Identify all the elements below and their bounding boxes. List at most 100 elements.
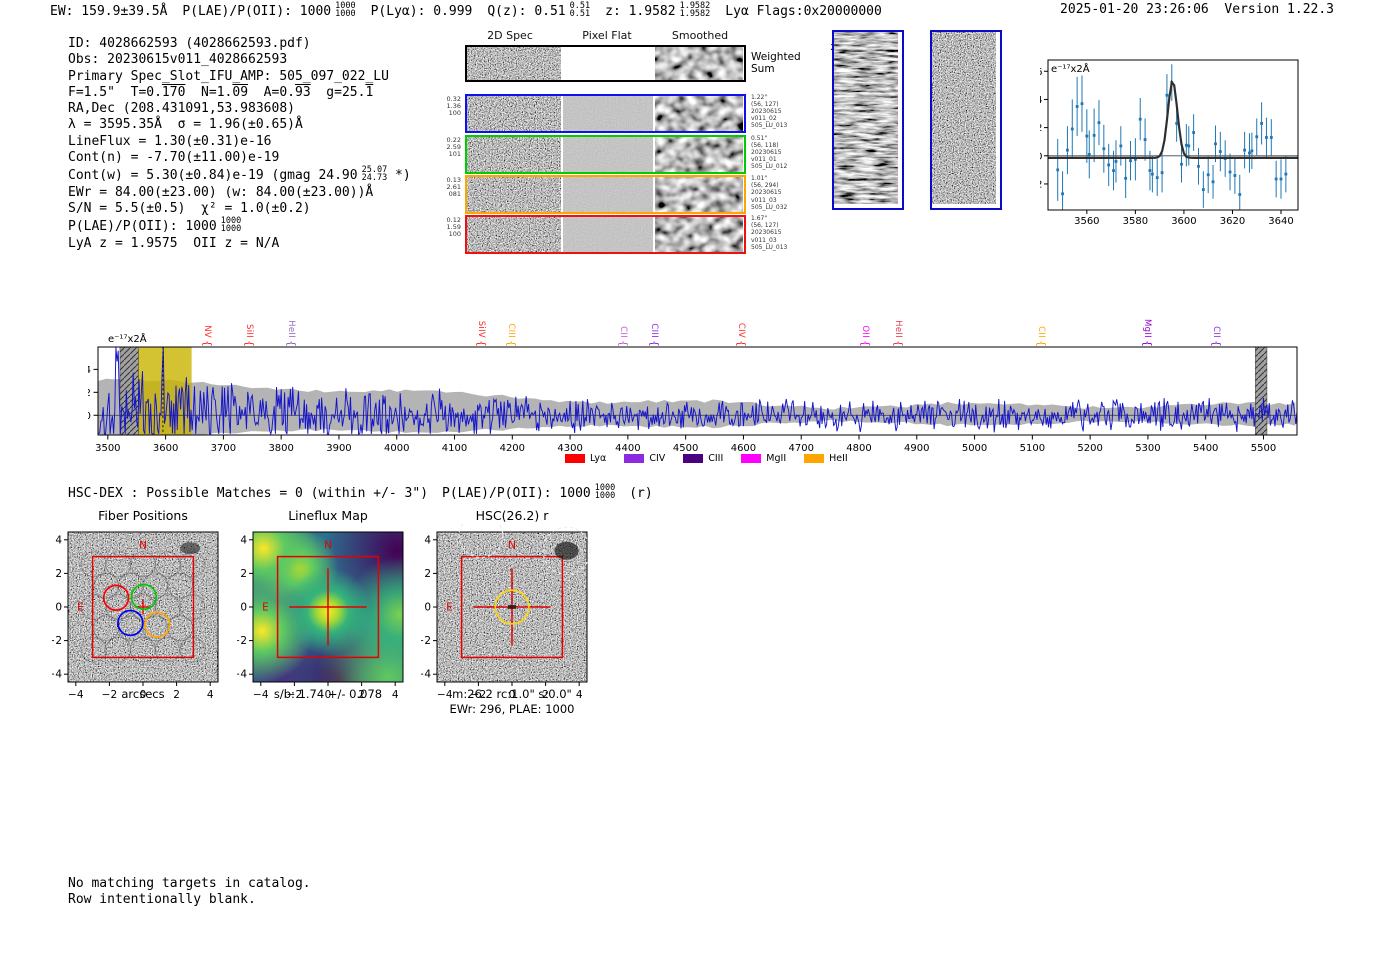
svg-text:−2: −2 — [237, 635, 247, 647]
spectrum-legend: Lyα CIV CIII MgII HeII — [565, 453, 848, 464]
svg-text:5300: 5300 — [1135, 443, 1160, 454]
emission-line-brace: { — [200, 340, 214, 347]
emission-line-label: MgII — [1141, 319, 1152, 338]
svg-text:4500: 4500 — [673, 443, 698, 454]
svg-text:e⁻¹⁷x2Å: e⁻¹⁷x2Å — [1051, 62, 1090, 75]
weighted-sum-label: Weighted Sum — [751, 51, 801, 75]
spec2d-fiber-row: 0.12 1.59 100 1.67" (56, 127) 20230615 v011_03… — [440, 215, 800, 254]
hsc-caption-1: m:26.2 rc:1.0" s:0.0" — [452, 687, 572, 701]
lineflux-map-panel: Lineflux Map s/b: 1.74 +/- 0.078 −4 −2 0 2 4… — [237, 504, 410, 719]
emission-line-label: CIII — [648, 323, 659, 338]
svg-text:0: 0 — [88, 411, 91, 422]
stacked-fraction: 25.07 24.73 — [361, 165, 388, 184]
spec2d-fiber-row: 0.22 2.59 101 0.51" (56, 118) 20230615 v011_01… — [440, 134, 800, 174]
svg-text:0: 0 — [140, 689, 147, 701]
stacked-fraction: 1000 1000 — [220, 216, 242, 235]
emission-line-label: HeII — [285, 320, 296, 338]
svg-text:4200: 4200 — [500, 443, 525, 454]
legend-item: CIII — [683, 453, 723, 464]
svg-text:−4: −4 — [52, 669, 62, 681]
svg-text:3620: 3620 — [1220, 216, 1245, 226]
text-segment: (r) — [629, 486, 653, 501]
svg-text:3900: 3900 — [326, 443, 351, 454]
text-segment: F=1.5" T=0. — [68, 84, 162, 100]
footer-notes: No matching targets in catalog. Row inte… — [68, 876, 311, 907]
text-segment: EWr = 84.00(±23.00) (w: 84.00(±23.00))Å — [68, 184, 374, 200]
svg-text:3580: 3580 — [1123, 216, 1148, 226]
with-sky-image — [832, 30, 904, 210]
emission-line-label: NV — [201, 325, 212, 338]
svg-text:2: 2 — [424, 568, 431, 580]
info-line: LyA z = 1.9575 OII z = N/A — [68, 236, 411, 252]
svg-text:2: 2 — [173, 689, 180, 701]
text-segment: EW: 159.9±39.5Å — [50, 4, 168, 19]
fiber-row-meta: 0.51" (56, 118) 20230615 v011_01 505_LU_012 — [751, 134, 788, 171]
fiber-row-meta: 1.67" (56, 127) 20230615 v011_03 505_LU_013 — [751, 215, 788, 251]
svg-text:4: 4 — [240, 534, 247, 546]
emission-line-brace: { — [1210, 340, 1224, 347]
svg-text:2: 2 — [1040, 123, 1043, 134]
svg-text:e⁻¹⁷x2Å: e⁻¹⁷x2Å — [108, 332, 147, 345]
svg-text:E: E — [262, 602, 269, 614]
svg-text:−2: −2 — [52, 635, 62, 647]
spec2d-column-title: Smoothed — [671, 29, 729, 42]
svg-text:0: 0 — [240, 602, 247, 614]
clean-image — [930, 30, 1002, 210]
line-fit-zoom-chart: 3560 3580 3600 3620 3640 −2 0 2 4 6 e⁻¹⁷x2Å — [1040, 59, 1299, 226]
lineflux-axes: −4 −2 0 2 4 4 2 0 −2 −4 N E — [237, 531, 404, 701]
fiber-row-weights: 0.12 1.59 100 — [446, 216, 461, 238]
text-segment: Obs: 20230615v011_4028662593 — [68, 52, 288, 68]
full-spectrum-chart: 3500 3600 3700 3800 3900 4000 4100 4200 4300 4400… — [88, 332, 1298, 454]
emission-line-brace: { — [892, 340, 906, 347]
emission-line-label: CIII — [505, 323, 516, 338]
fiber-positions-title: Fiber Positions — [98, 508, 188, 523]
svg-text:−4: −4 — [237, 669, 247, 681]
text-segment: LineFlux = 1.30(±0.31)e-16 — [68, 133, 272, 149]
svg-text:4: 4 — [55, 534, 62, 546]
text-segment: HSC-DEX : Possible Matches = 0 (within +… — [68, 486, 429, 501]
text-segment: Cont(n) = -7.70(±11.00)e-19 — [68, 150, 280, 166]
svg-text:2: 2 — [358, 689, 365, 701]
text-segment: Primary Spec_Slot_IFU_AMP: 505_097_022_L… — [68, 68, 389, 84]
text-segment: P(LAE)/P(OII): 1000 1000 1000 — [68, 216, 242, 235]
emission-line-brace: { — [647, 340, 661, 347]
info-line: F=1.5" T=0.170 N=1.09 A=0.93 g=25.1 — [68, 85, 411, 101]
svg-text:4600: 4600 — [731, 443, 756, 454]
svg-text:3600: 3600 — [153, 443, 178, 454]
info-line: EWr = 84.00(±23.00) (w: 84.00(±23.00))Å — [68, 185, 411, 201]
fiber-axes: −4 −2 0 2 4 4 2 0 −2 −4 N E — [52, 531, 219, 701]
svg-text:5200: 5200 — [1077, 443, 1102, 454]
svg-text:E: E — [77, 602, 84, 614]
emission-line-brace: { — [734, 340, 748, 347]
svg-text:−4: −4 — [421, 669, 431, 681]
spec2d-weighted-sum-row: Weighted Sum — [440, 45, 801, 82]
emission-line-label: OII — [859, 325, 870, 338]
info-line: λ = 3595.35Å σ = 1.96(±0.65)Å — [68, 117, 411, 133]
svg-text:0: 0 — [325, 689, 332, 701]
text-segment: S/N = 5.5(±0.5) χ² = 1.0(±0.2) — [68, 200, 311, 216]
emission-line-brace: { — [617, 340, 631, 347]
svg-text:2: 2 — [88, 388, 91, 399]
svg-text:N: N — [324, 540, 332, 552]
text-segment: P(LAE)/P(OII): 1000 1000 1000 — [442, 483, 616, 501]
info-line: P(LAE)/P(OII): 1000 1000 1000 — [68, 217, 411, 235]
fiber-positions-panel: Fiber Positions arcsecs −4 −2 0 2 4 4 2 0 −2 −4 N E — [52, 504, 225, 719]
svg-text:3700: 3700 — [211, 443, 236, 454]
text-segment: Cont(w) = 5.30(±0.84)e-19 (gmag 24.90 25.… — [68, 165, 388, 184]
svg-text:0: 0 — [1040, 151, 1043, 162]
text-segment: 170 — [161, 84, 186, 100]
clean-image-noise — [932, 32, 996, 204]
svg-text:4900: 4900 — [904, 443, 929, 454]
svg-text:4: 4 — [392, 689, 399, 701]
svg-text:−2: −2 — [421, 635, 431, 647]
emission-line-label: SiII — [244, 324, 255, 338]
spec2d-fiber-row: 0.32 1.36 100 1.22" (56, 127) 20230615 v011_02… — [440, 93, 800, 133]
stacked-fraction: 1.9582 1.9582 — [679, 1, 711, 19]
svg-text:−2: −2 — [471, 689, 486, 701]
text-segment: g=25. — [310, 84, 366, 100]
emission-line-brace: { — [1035, 340, 1049, 347]
emission-line-brace: { — [474, 340, 488, 347]
svg-text:6: 6 — [1040, 67, 1043, 78]
svg-text:4000: 4000 — [384, 443, 409, 454]
